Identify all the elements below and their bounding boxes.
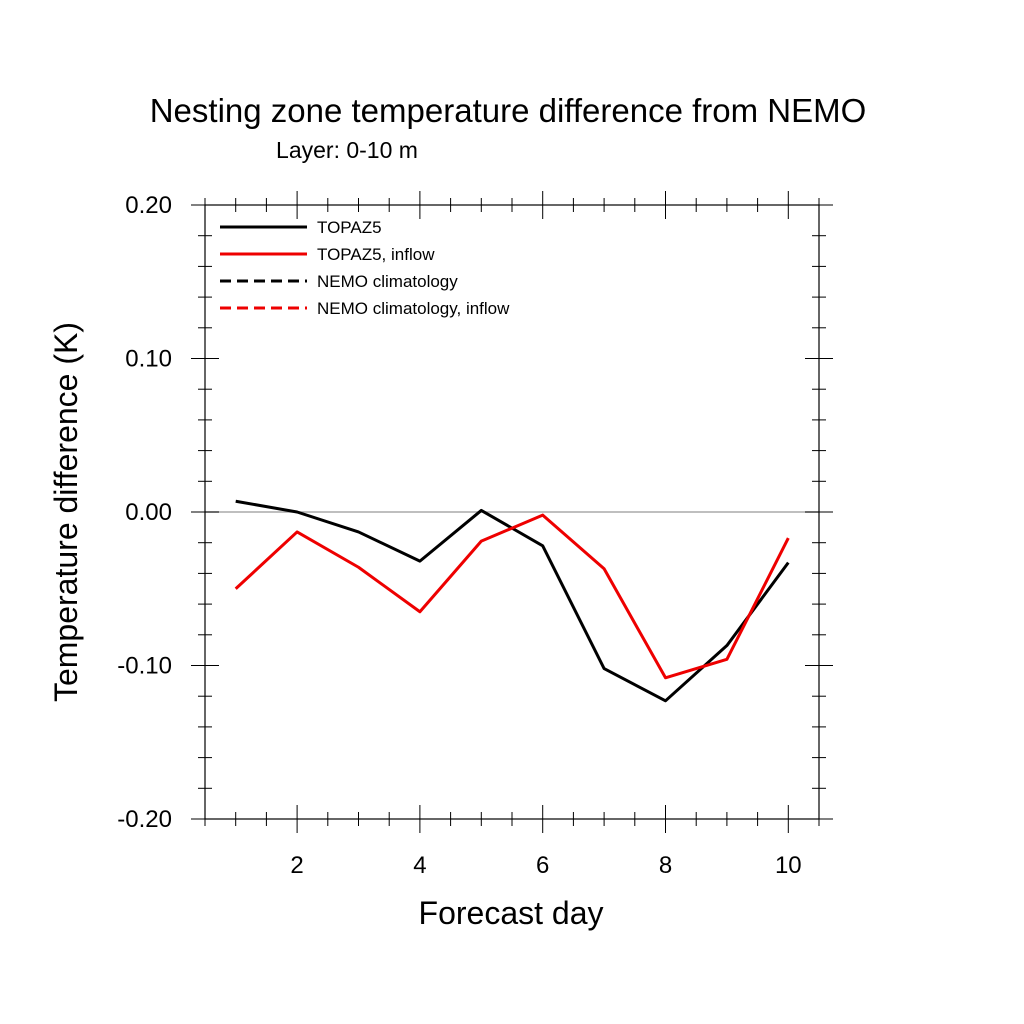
x-tick-label: 10 bbox=[775, 852, 802, 879]
y-tick-label: 0.10 bbox=[125, 346, 172, 373]
y-tick-label: 0.20 bbox=[125, 192, 172, 219]
legend: TOPAZ5 TOPAZ5, inflow NEMO climatology NEMO… bbox=[220, 218, 510, 318]
tick-layer: 2 4 6 8 10 0.20 0.10 0.00 -0.10 -0.20 bbox=[117, 191, 833, 879]
chart-title: Nesting zone temperature difference from… bbox=[150, 92, 867, 129]
series-layer bbox=[234, 499, 790, 703]
x-tick-label: 2 bbox=[290, 852, 303, 879]
legend-label: NEMO climatology, inflow bbox=[317, 299, 510, 318]
x-tick-label: 8 bbox=[659, 852, 672, 879]
y-tick-label: -0.10 bbox=[117, 653, 172, 680]
legend-label: TOPAZ5 bbox=[317, 218, 382, 237]
series-line bbox=[234, 513, 790, 680]
y-tick-label: 0.00 bbox=[125, 499, 172, 526]
y-axis-label: Temperature difference (K) bbox=[48, 322, 84, 702]
legend-label: NEMO climatology bbox=[317, 272, 458, 291]
y-tick-label: -0.20 bbox=[117, 806, 172, 833]
chart-subtitle: Layer: 0-10 m bbox=[276, 137, 418, 163]
legend-label: TOPAZ5, inflow bbox=[317, 245, 435, 264]
x-tick-label: 6 bbox=[536, 852, 549, 879]
x-tick-label: 4 bbox=[413, 852, 426, 879]
x-axis-label: Forecast day bbox=[419, 895, 604, 931]
series-line bbox=[235, 499, 790, 703]
